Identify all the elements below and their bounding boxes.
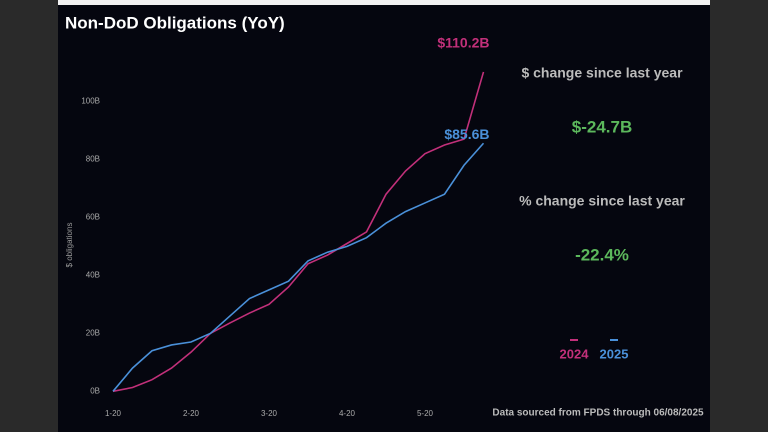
y-tick-label: 100B [81,97,100,106]
top-strip [58,0,710,5]
series-line [112,71,485,393]
x-tick-label: 4-20 [339,409,356,418]
x-tick-label: 2-20 [183,409,200,418]
stat-label: % change since last year [519,193,685,209]
y-tick-label: 20B [86,328,100,337]
legend-label: 2024 [560,346,590,361]
x-tick-label: 3-20 [261,409,278,418]
y-tick-label: 40B [86,270,100,279]
dashboard-panel [58,5,710,432]
chart-title: Non-DoD Obligations (YoY) [65,13,285,32]
stat-value: -22.4% [575,245,629,264]
y-tick-label: 80B [86,155,100,164]
stat-value: $-24.7B [572,117,632,136]
x-tick-label: 5-20 [417,409,434,418]
legend-label: 2025 [600,346,629,361]
y-tick-label: 0B [90,386,100,395]
y-axis-label: $ obligations [65,223,74,268]
stat-label: $ change since last year [521,65,683,81]
x-tick-label: 1-20 [105,409,122,418]
value-label: $85.6B [444,126,489,142]
y-tick-label: 60B [86,213,100,222]
source-note: Data sourced from FPDS through 06/08/202… [492,408,704,419]
value-label: $110.2B [437,35,489,51]
series-line [112,142,485,392]
